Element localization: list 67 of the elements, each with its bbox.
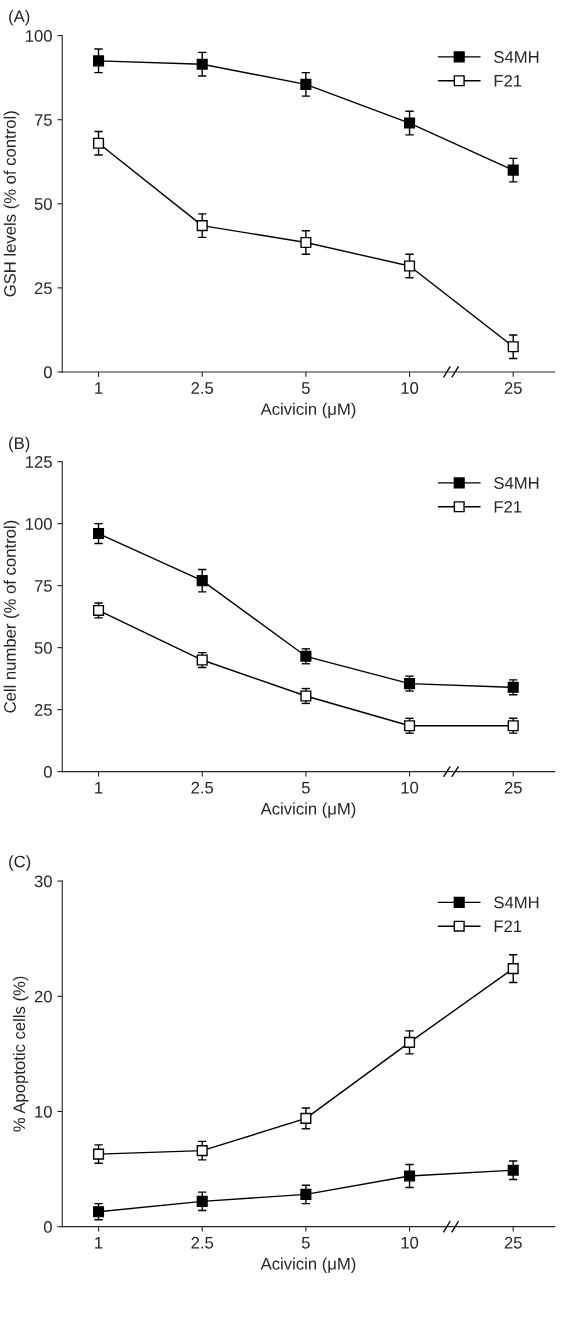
chart-title: (C) (9, 855, 31, 871)
x-tick-label: 2.5 (191, 382, 214, 394)
x-tick-label: 25 (504, 382, 522, 394)
y-tick-label: 0 (43, 366, 52, 379)
point (403, 260, 416, 272)
point (92, 1148, 105, 1160)
y-tick-label: 125 (26, 456, 52, 468)
x-tick-label: 25 (504, 1236, 522, 1249)
chart-title: (A) (9, 9, 30, 26)
y-axis-title: GSH levels (% of control) (3, 111, 20, 297)
point (300, 1112, 312, 1124)
y-tick-label: 25 (34, 282, 52, 295)
point (92, 137, 105, 149)
point (92, 528, 105, 540)
chart-title: (B) (9, 436, 30, 453)
x-tick-label: 2.5 (191, 1236, 214, 1249)
x-tick-label: 10 (401, 781, 419, 794)
x-axis-title: Acivicin (μM) (260, 1257, 356, 1274)
point (507, 963, 519, 975)
point (196, 1145, 208, 1157)
x-axis-title: Acivicin (μM) (260, 402, 356, 419)
y-tick-label: 50 (34, 642, 52, 654)
point (300, 78, 312, 90)
point (403, 117, 416, 129)
x-tick-label: 10 (401, 1236, 419, 1249)
legend-label: S4MH (494, 477, 539, 489)
x-tick-label: 25 (504, 781, 522, 794)
point (92, 1206, 105, 1218)
point (300, 236, 312, 249)
y-tick-label: 25 (34, 704, 52, 716)
x-tick-label: 10 (401, 382, 419, 394)
x-axis-title: Acivicin (μM) (260, 802, 356, 818)
x-tick-label: 1 (95, 1237, 103, 1249)
x-tick-label: 5 (301, 1237, 310, 1249)
y-tick-label: 50 (34, 198, 52, 210)
point (300, 1188, 312, 1200)
y-tick-label: 10 (35, 1105, 52, 1118)
point (196, 220, 208, 232)
x-tick-label: 1 (95, 382, 103, 394)
y-tick-label: 100 (26, 30, 52, 42)
y-tick-label: 75 (34, 580, 52, 592)
y-tick-label: 75 (34, 114, 52, 126)
legend-label: S4MH (494, 896, 539, 909)
legend-label: F21 (494, 920, 522, 933)
legend-label: S4MH (494, 51, 539, 63)
point (403, 1036, 416, 1048)
point (507, 341, 519, 353)
point (507, 164, 519, 176)
y-tick-label: 0 (43, 1221, 52, 1233)
point (196, 575, 208, 587)
point (196, 1195, 208, 1207)
y-tick-label: 0 (43, 766, 52, 778)
legend-label: F21 (494, 500, 522, 513)
x-tick-label: 5 (301, 382, 310, 394)
y-tick-label: 20 (34, 990, 52, 1003)
x-tick-label: 1 (95, 781, 103, 794)
point (196, 58, 208, 70)
y-tick-label: 30 (34, 875, 52, 888)
point (92, 55, 105, 67)
x-tick-label: 5 (301, 781, 310, 794)
x-tick-label: 2.5 (191, 781, 214, 794)
point (507, 1164, 519, 1176)
y-axis-title: Cell number (% of control) (3, 520, 20, 713)
y-axis-title: % Apoptotic cells (%) (12, 976, 29, 1132)
point (403, 1170, 416, 1182)
y-tick-label: 100 (26, 518, 52, 530)
legend-label: F21 (494, 74, 522, 87)
